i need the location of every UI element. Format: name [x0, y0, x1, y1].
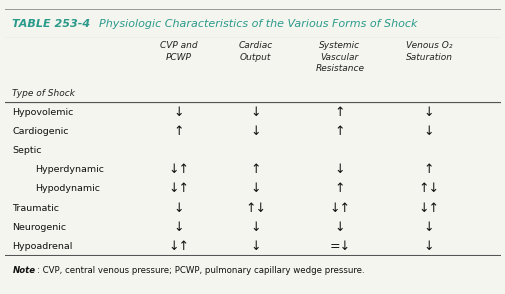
Text: Hyperdynamic: Hyperdynamic	[35, 165, 104, 174]
Text: ↑: ↑	[250, 163, 260, 176]
Text: Physiologic Characteristics of the Various Forms of Shock: Physiologic Characteristics of the Vario…	[92, 19, 417, 29]
Text: ↑: ↑	[334, 125, 344, 138]
Text: ↓: ↓	[250, 182, 260, 196]
Text: Septic: Septic	[13, 146, 42, 155]
Text: ↑↓: ↑↓	[244, 201, 266, 215]
Text: Venous O₂
Saturation: Venous O₂ Saturation	[405, 41, 451, 61]
Text: Cardiogenic: Cardiogenic	[13, 127, 69, 136]
Text: Hypodynamic: Hypodynamic	[35, 184, 99, 193]
Text: ↓↑: ↓↑	[168, 240, 189, 253]
Text: ↓: ↓	[334, 220, 344, 234]
Text: Systemic
Vascular
Resistance: Systemic Vascular Resistance	[315, 41, 364, 73]
Text: ↓: ↓	[173, 220, 183, 234]
Text: Cardiac
Output: Cardiac Output	[238, 41, 272, 61]
Text: TABLE 253-4: TABLE 253-4	[13, 19, 90, 29]
Text: ↓: ↓	[250, 240, 260, 253]
Text: CVP and
PCWP: CVP and PCWP	[160, 41, 197, 61]
Text: Type of Shock: Type of Shock	[13, 89, 75, 98]
Text: ↓: ↓	[423, 125, 433, 138]
Text: ↑: ↑	[334, 182, 344, 196]
Text: ↑: ↑	[423, 163, 433, 176]
Text: ↓↑: ↓↑	[168, 163, 189, 176]
Text: : CVP, central venous pressure; PCWP, pulmonary capillary wedge pressure.: : CVP, central venous pressure; PCWP, pu…	[37, 266, 364, 275]
Text: ↓↑: ↓↑	[168, 182, 189, 196]
Text: =↓: =↓	[329, 240, 349, 253]
Text: ↓: ↓	[334, 163, 344, 176]
Text: ↓: ↓	[173, 106, 183, 119]
Text: ↑↓: ↑↓	[418, 182, 439, 196]
Text: Note: Note	[13, 266, 35, 275]
Text: ↓: ↓	[173, 201, 183, 215]
Text: ↓: ↓	[423, 220, 433, 234]
Text: ↓: ↓	[423, 106, 433, 119]
Text: ↓: ↓	[250, 106, 260, 119]
Text: ↓: ↓	[250, 125, 260, 138]
Text: ↓↑: ↓↑	[418, 201, 439, 215]
Text: Hypovolemic: Hypovolemic	[13, 108, 74, 117]
Text: ↑: ↑	[173, 125, 183, 138]
Text: Hypoadrenal: Hypoadrenal	[13, 242, 73, 251]
Text: ↑: ↑	[334, 106, 344, 119]
Text: Traumatic: Traumatic	[13, 203, 60, 213]
Text: ↓: ↓	[423, 240, 433, 253]
Text: ↓: ↓	[250, 220, 260, 234]
Text: ↓↑: ↓↑	[329, 201, 349, 215]
Text: Neurogenic: Neurogenic	[13, 223, 67, 232]
